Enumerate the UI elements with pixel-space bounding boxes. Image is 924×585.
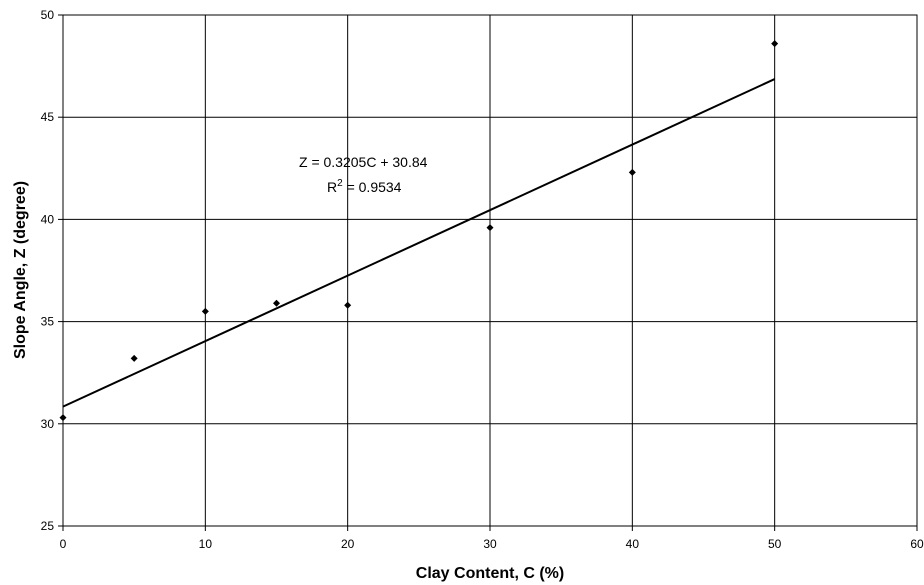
y-tick-labels: 25 30 35 40 45 50 [41,8,55,533]
r-squared-value: = 0.9534 [343,179,402,195]
y-tick-label: 35 [41,315,55,329]
y-tick-label: 45 [41,110,55,124]
y-axis-title: Slope Angle, Z (degree) [12,181,29,359]
x-tick-label: 10 [199,537,213,551]
data-points [59,40,779,422]
data-point [273,299,280,307]
data-point [59,414,67,422]
r-squared-superscript: 2 [337,178,343,189]
trendline [62,78,776,408]
data-point [486,224,494,232]
data-point [628,168,636,176]
y-tick-label: 30 [41,417,55,431]
x-tick-label: 0 [60,537,67,551]
x-tick-label: 50 [768,537,782,551]
axis-ticks [58,14,918,531]
y-tick-label: 50 [41,8,55,22]
data-point [130,354,138,362]
data-point [201,307,209,315]
x-tick-label: 30 [483,537,497,551]
x-tick-label: 60 [910,537,924,551]
x-tick-labels: 0 10 20 30 40 50 60 [60,537,924,551]
y-tick-label: 25 [41,519,55,533]
gridlines [62,14,918,527]
data-point [344,301,352,309]
r-squared-label: R2 = 0.9534 [327,178,402,195]
data-point [771,40,779,48]
r-squared-prefix: R [327,179,337,195]
trendline-equation: Z = 0.3205C + 30.84 [299,154,428,170]
y-tick-label: 40 [41,212,55,226]
x-tick-label: 20 [341,537,355,551]
x-axis-title: Clay Content, C (%) [416,565,564,582]
x-tick-label: 40 [626,537,640,551]
